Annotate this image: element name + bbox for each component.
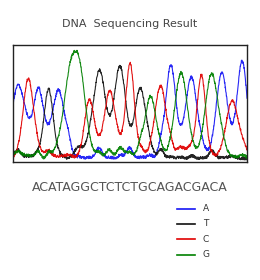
Text: G: G [203,250,210,259]
Text: A: A [203,204,209,213]
Text: DNA  Sequencing Result: DNA Sequencing Result [62,19,198,29]
Text: ACATAGGCTCTCTGCAGACGACA: ACATAGGCTCTCTGCAGACGACA [32,181,228,194]
Text: C: C [203,235,209,244]
Text: T: T [203,220,208,228]
